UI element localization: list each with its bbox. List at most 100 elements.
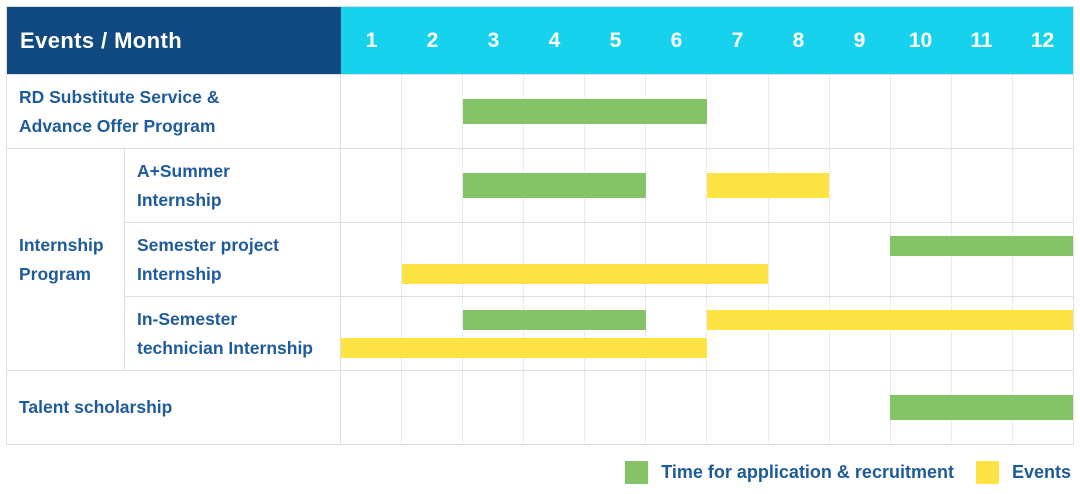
month-cell [523,223,584,296]
group-subrows: A+Summer Internship Semester project Int… [125,149,1073,370]
gantt-bar-application [463,173,646,198]
month-cell [950,223,1012,296]
month-cell [401,149,462,222]
row-label-talent-scholarship: Talent scholarship [7,371,341,444]
month-label: 7 [731,28,744,52]
row-in-semester-technician-internship: In-Semester technician Internship [125,296,1073,370]
month-cell [645,149,706,222]
month-cell [828,75,890,148]
month-cell [645,371,706,444]
gantt-bar-event [707,173,829,198]
month-cell [401,75,462,148]
month-cell [767,223,829,296]
row-rd-substitute-service: RD Substitute Service & Advance Offer Pr… [7,74,1073,148]
month-cell [462,75,523,148]
gantt-bar-application [890,236,1073,256]
month-label: 9 [853,28,866,52]
gantt-bar-application [890,395,1073,420]
month-cell [828,297,890,370]
table-header-row: Events / Month 1 2 3 4 5 6 7 8 9 10 11 12 [7,7,1073,74]
month-cell [1011,149,1073,222]
month-cell [889,297,951,370]
month-cell [706,371,767,444]
month-cell [341,223,401,296]
group-label-internship-program: Internship Program [7,149,125,370]
gantt-track-a-summer-internship [341,149,1073,222]
month-cell [1011,75,1073,148]
month-cell [828,149,890,222]
month-cell [645,223,706,296]
month-cell [706,223,767,296]
gantt-track-semester-project-internship [341,223,1073,296]
month-cell [645,297,706,370]
month-cell [341,149,401,222]
month-label: 6 [670,28,683,52]
month-cell [401,297,462,370]
month-cell [767,75,829,148]
month-cell [584,297,645,370]
month-cell [341,371,401,444]
month-cell [1011,297,1073,370]
legend-item-event: Events [975,461,1071,484]
gantt-track-talent-scholarship [341,371,1073,444]
month-label: 4 [548,28,561,52]
month-cell [523,297,584,370]
row-semester-project-internship: Semester project Internship [125,222,1073,296]
month-label: 10 [908,28,933,52]
row-label-a-summer-internship: A+Summer Internship [125,149,341,222]
month-cell [706,149,767,222]
month-cell [584,371,645,444]
gantt-bar-event [402,264,768,284]
events-table: Events / Month 1 2 3 4 5 6 7 8 9 10 11 12 RD Substi… [6,6,1074,445]
month-label: 8 [792,28,805,52]
month-cell [950,297,1012,370]
legend-item-application: Time for application & recruitment [625,461,954,484]
row-label-semester-project-internship: Semester project Internship [125,223,341,296]
month-cell [401,223,462,296]
month-cell [767,371,829,444]
month-cell [401,371,462,444]
month-cell [889,223,951,296]
month-label: 3 [487,28,500,52]
month-cell [341,297,401,370]
month-cell [462,223,523,296]
month-label: 12 [1030,28,1055,52]
month-cell [889,75,951,148]
gantt-bar-application [463,99,707,124]
month-cell [706,297,767,370]
month-cell [523,371,584,444]
month-label: 5 [609,28,622,52]
gantt-track-in-semester-technician-internship [341,297,1073,370]
legend-label: Time for application & recruitment [661,462,954,482]
month-label: 2 [426,28,439,52]
month-label: 1 [365,28,378,52]
month-cell [767,297,829,370]
month-cell [462,297,523,370]
month-cell [341,75,401,148]
month-cell [828,371,890,444]
group-internship-program: Internship Program A+Summer Internship S… [7,148,1073,370]
month-cell [462,371,523,444]
month-label: 11 [970,28,993,52]
month-cell [889,149,951,222]
month-cell [462,149,523,222]
month-cell [584,223,645,296]
legend-swatch-application [625,461,649,484]
gantt-bar-event [341,338,707,358]
gantt-bar-application [463,310,646,330]
legend: Time for application & recruitment Events [6,461,1074,484]
gantt-track-rd-substitute-service [341,75,1073,148]
month-cell [828,223,890,296]
legend-swatch-event [975,461,999,484]
months-header: 1 2 3 4 5 6 7 8 9 10 11 12 [341,7,1073,74]
month-cell [950,75,1012,148]
gantt-bar-event [707,310,1073,330]
row-talent-scholarship: Talent scholarship [7,370,1073,444]
row-label-in-semester-technician-internship: In-Semester technician Internship [125,297,341,370]
row-a-summer-internship: A+Summer Internship [125,149,1073,222]
legend-label: Events [1011,462,1071,482]
table-title: Events / Month [7,7,341,74]
month-cell [950,149,1012,222]
month-cell [706,75,767,148]
